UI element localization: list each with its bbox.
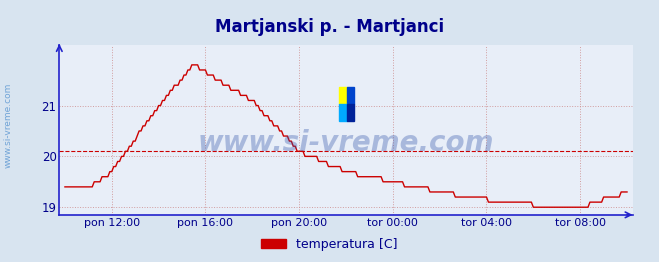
Bar <box>347 104 354 121</box>
Text: Martjanski p. - Martjanci: Martjanski p. - Martjanci <box>215 18 444 36</box>
Text: www.si-vreme.com: www.si-vreme.com <box>3 83 13 168</box>
Bar <box>347 87 354 104</box>
Text: www.si-vreme.com: www.si-vreme.com <box>198 129 494 157</box>
Bar <box>339 87 347 104</box>
Bar <box>339 104 347 121</box>
Legend: temperatura [C]: temperatura [C] <box>256 233 403 256</box>
